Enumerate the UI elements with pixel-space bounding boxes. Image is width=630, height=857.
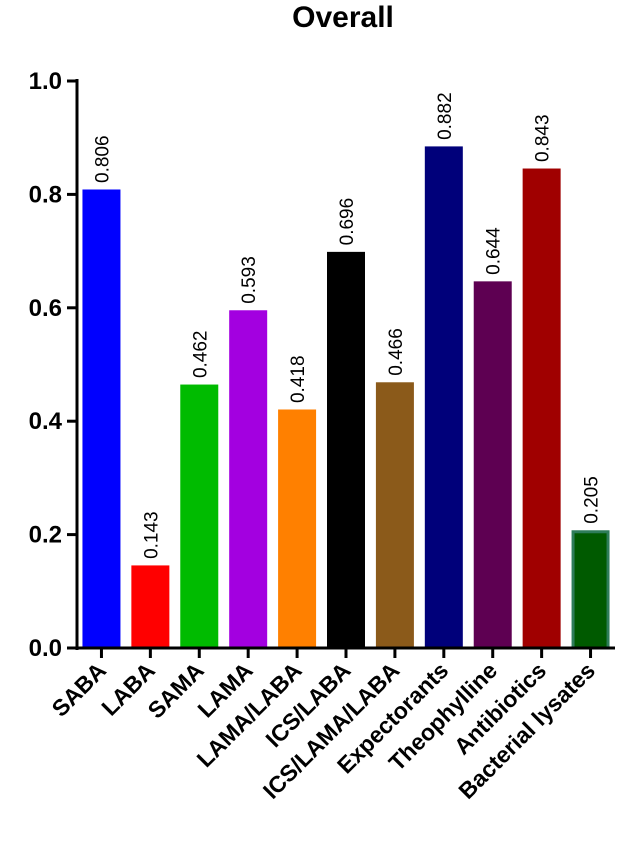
y-axis: 0.0 0.2 0.4 0.6 0.8 1.0 [29, 68, 79, 662]
bars: 0.806 0.143 0.462 0.593 0.418 0.696 0.466 0.882… [82, 92, 610, 650]
data-label: 0.882 [435, 92, 456, 140]
bar-saba [82, 189, 121, 650]
x-axis: SABALABASAMALAMALAMA/LABAICS/LABAICS/LAM… [47, 646, 615, 804]
data-label: 0.418 [288, 355, 309, 403]
x-tick-label: SAMA [143, 657, 209, 723]
data-label: 0.593 [239, 256, 260, 304]
data-label: 0.696 [337, 198, 358, 246]
chart-title: Overall [292, 1, 394, 34]
bar-expectorants [424, 146, 463, 650]
x-tick-label: SABA [47, 657, 111, 721]
data-label: 0.205 [582, 476, 603, 524]
y-tick-label: 0.8 [29, 181, 62, 208]
y-tick-label: 1.0 [29, 68, 62, 95]
data-label: 0.462 [190, 330, 211, 378]
bar-bacterial-lysates [571, 530, 610, 650]
data-label: 0.644 [484, 227, 505, 275]
bar-laba [131, 565, 170, 650]
y-tick-label: 0.6 [29, 295, 62, 322]
bar-theophylline [473, 281, 512, 650]
data-label: 0.806 [92, 135, 113, 183]
y-tick-label: 0.0 [29, 635, 62, 662]
data-label: 0.143 [141, 511, 162, 559]
bar-lama [229, 310, 268, 650]
data-label: 0.466 [386, 328, 407, 376]
y-tick-label: 0.4 [29, 408, 63, 435]
bar-ics-laba [327, 251, 365, 650]
y-tick-label: 0.2 [29, 522, 62, 549]
bar-lama-laba [278, 409, 317, 650]
bar-sama [180, 384, 219, 650]
data-label: 0.843 [533, 114, 554, 162]
bar-antibiotics [522, 168, 561, 650]
bar-ics-lama-laba [375, 382, 414, 650]
